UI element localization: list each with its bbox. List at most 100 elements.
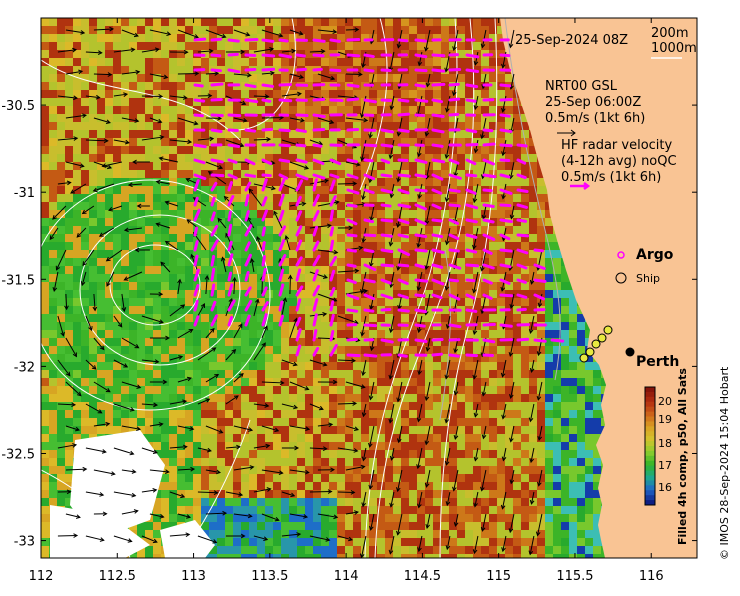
sst-pixel <box>193 466 201 474</box>
sst-pixel <box>281 58 289 66</box>
sst-pixel <box>577 434 585 442</box>
sst-pixel <box>113 210 121 218</box>
sst-pixel <box>49 74 57 82</box>
sst-pixel <box>217 418 225 426</box>
sst-pixel <box>65 218 73 226</box>
sst-pixel <box>225 498 233 506</box>
sst-pixel <box>241 234 249 242</box>
sst-pixel <box>169 434 177 442</box>
sst-pixel <box>241 122 249 130</box>
sst-pixel <box>385 282 393 290</box>
sst-pixel <box>49 490 57 498</box>
sst-pixel <box>185 130 193 138</box>
sst-pixel <box>281 50 289 58</box>
sst-pixel <box>185 18 193 26</box>
sst-pixel <box>137 250 145 258</box>
sst-pixel <box>265 58 273 66</box>
sst-pixel <box>345 98 353 106</box>
sst-pixel <box>89 162 97 170</box>
sst-pixel <box>113 290 121 298</box>
sst-pixel <box>249 274 257 282</box>
sst-pixel <box>233 170 241 178</box>
sst-pixel <box>329 138 337 146</box>
sst-pixel <box>337 82 345 90</box>
sst-pixel <box>497 426 505 434</box>
sst-pixel <box>281 434 289 442</box>
sst-pixel <box>545 474 553 482</box>
sst-pixel <box>217 258 225 266</box>
sst-pixel <box>377 274 385 282</box>
sst-pixel <box>409 26 417 34</box>
sst-pixel <box>361 434 369 442</box>
sst-pixel <box>289 314 297 322</box>
sst-pixel <box>129 234 137 242</box>
sst-pixel <box>73 402 81 410</box>
sst-pixel <box>465 266 473 274</box>
sst-pixel <box>305 58 313 66</box>
sst-pixel <box>233 314 241 322</box>
sst-pixel <box>529 202 537 210</box>
sst-pixel <box>145 58 153 66</box>
sst-pixel <box>561 282 569 290</box>
sst-pixel <box>489 314 497 322</box>
sst-pixel <box>305 202 313 210</box>
sst-pixel <box>145 146 153 154</box>
sst-pixel <box>49 410 57 418</box>
sst-pixel <box>57 450 65 458</box>
sst-pixel <box>505 434 513 442</box>
sst-pixel <box>257 298 265 306</box>
sst-pixel <box>585 466 593 474</box>
sst-pixel <box>593 410 601 418</box>
sst-pixel <box>481 146 489 154</box>
sst-pixel <box>417 130 425 138</box>
sst-pixel <box>185 186 193 194</box>
sst-pixel <box>361 90 369 98</box>
sst-pixel <box>145 306 153 314</box>
sst-pixel <box>121 234 129 242</box>
sst-pixel <box>449 362 457 370</box>
sst-pixel <box>81 362 89 370</box>
sst-pixel <box>249 306 257 314</box>
sst-pixel <box>97 314 105 322</box>
sst-pixel <box>441 474 449 482</box>
sst-pixel <box>561 386 569 394</box>
sst-pixel <box>49 322 57 330</box>
sst-pixel <box>385 362 393 370</box>
sst-pixel <box>313 98 321 106</box>
sst-pixel <box>353 290 361 298</box>
sst-pixel <box>113 130 121 138</box>
sst-pixel <box>377 106 385 114</box>
sst-pixel <box>129 42 137 50</box>
sst-pixel <box>321 426 329 434</box>
sst-pixel <box>97 330 105 338</box>
sst-pixel <box>521 170 529 178</box>
sst-pixel <box>345 434 353 442</box>
sst-pixel <box>401 442 409 450</box>
sst-pixel <box>345 90 353 98</box>
sst-pixel <box>393 154 401 162</box>
sst-pixel <box>489 154 497 162</box>
sst-pixel <box>249 362 257 370</box>
sst-pixel <box>249 418 257 426</box>
sst-pixel <box>409 74 417 82</box>
sst-pixel <box>73 378 81 386</box>
sst-pixel <box>425 194 433 202</box>
sst-pixel <box>73 170 81 178</box>
sst-pixel <box>513 250 521 258</box>
sst-pixel <box>281 490 289 498</box>
sst-pixel <box>137 34 145 42</box>
sst-pixel <box>593 370 601 378</box>
sst-pixel <box>161 322 169 330</box>
sst-pixel <box>265 314 273 322</box>
sst-pixel <box>457 186 465 194</box>
sst-pixel <box>273 90 281 98</box>
sst-pixel <box>385 242 393 250</box>
sst-pixel <box>193 218 201 226</box>
sst-pixel <box>465 290 473 298</box>
sst-pixel <box>513 466 521 474</box>
sst-pixel <box>145 434 153 442</box>
sst-pixel <box>105 282 113 290</box>
sst-pixel <box>481 34 489 42</box>
sst-pixel <box>201 338 209 346</box>
sst-pixel <box>361 218 369 226</box>
